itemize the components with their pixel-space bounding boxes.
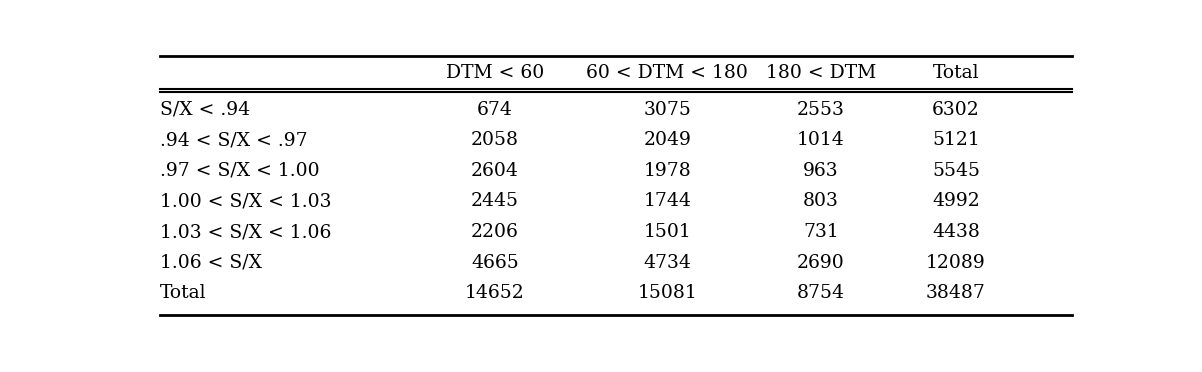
Text: 2445: 2445 (471, 192, 519, 211)
Text: 38487: 38487 (926, 284, 986, 302)
Text: 2690: 2690 (797, 254, 845, 272)
Text: 4734: 4734 (643, 254, 691, 272)
Text: 4992: 4992 (933, 192, 980, 211)
Text: DTM < 60: DTM < 60 (446, 64, 545, 82)
Text: S/X < .94: S/X < .94 (160, 101, 250, 119)
Text: 1.00 < S/X < 1.03: 1.00 < S/X < 1.03 (160, 192, 331, 211)
Text: 1014: 1014 (797, 131, 845, 149)
Text: 1.03 < S/X < 1.06: 1.03 < S/X < 1.06 (160, 223, 331, 241)
Text: 2604: 2604 (471, 162, 519, 180)
Text: 1978: 1978 (643, 162, 691, 180)
Text: 15081: 15081 (637, 284, 697, 302)
Text: 5121: 5121 (933, 131, 980, 149)
Text: 2058: 2058 (471, 131, 519, 149)
Text: 14652: 14652 (465, 284, 525, 302)
Text: 8754: 8754 (797, 284, 845, 302)
Text: 2049: 2049 (643, 131, 691, 149)
Text: 803: 803 (803, 192, 839, 211)
Text: 1.06 < S/X: 1.06 < S/X (160, 254, 262, 272)
Text: 2206: 2206 (471, 223, 519, 241)
Text: 1744: 1744 (643, 192, 691, 211)
Text: 3075: 3075 (643, 101, 691, 119)
Text: 2553: 2553 (797, 101, 845, 119)
Text: .97 < S/X < 1.00: .97 < S/X < 1.00 (160, 162, 320, 180)
Text: 674: 674 (477, 101, 513, 119)
Text: Total: Total (160, 284, 206, 302)
Text: 731: 731 (803, 223, 839, 241)
Text: 963: 963 (803, 162, 839, 180)
Text: 1501: 1501 (643, 223, 691, 241)
Text: 180 < DTM: 180 < DTM (766, 64, 876, 82)
Text: .94 < S/X < .97: .94 < S/X < .97 (160, 131, 308, 149)
Text: 6302: 6302 (933, 101, 980, 119)
Text: 4665: 4665 (471, 254, 519, 272)
Text: Total: Total (933, 64, 980, 82)
Text: 5545: 5545 (932, 162, 980, 180)
Text: 12089: 12089 (927, 254, 986, 272)
Text: 60 < DTM < 180: 60 < DTM < 180 (587, 64, 748, 82)
Text: 4438: 4438 (932, 223, 980, 241)
